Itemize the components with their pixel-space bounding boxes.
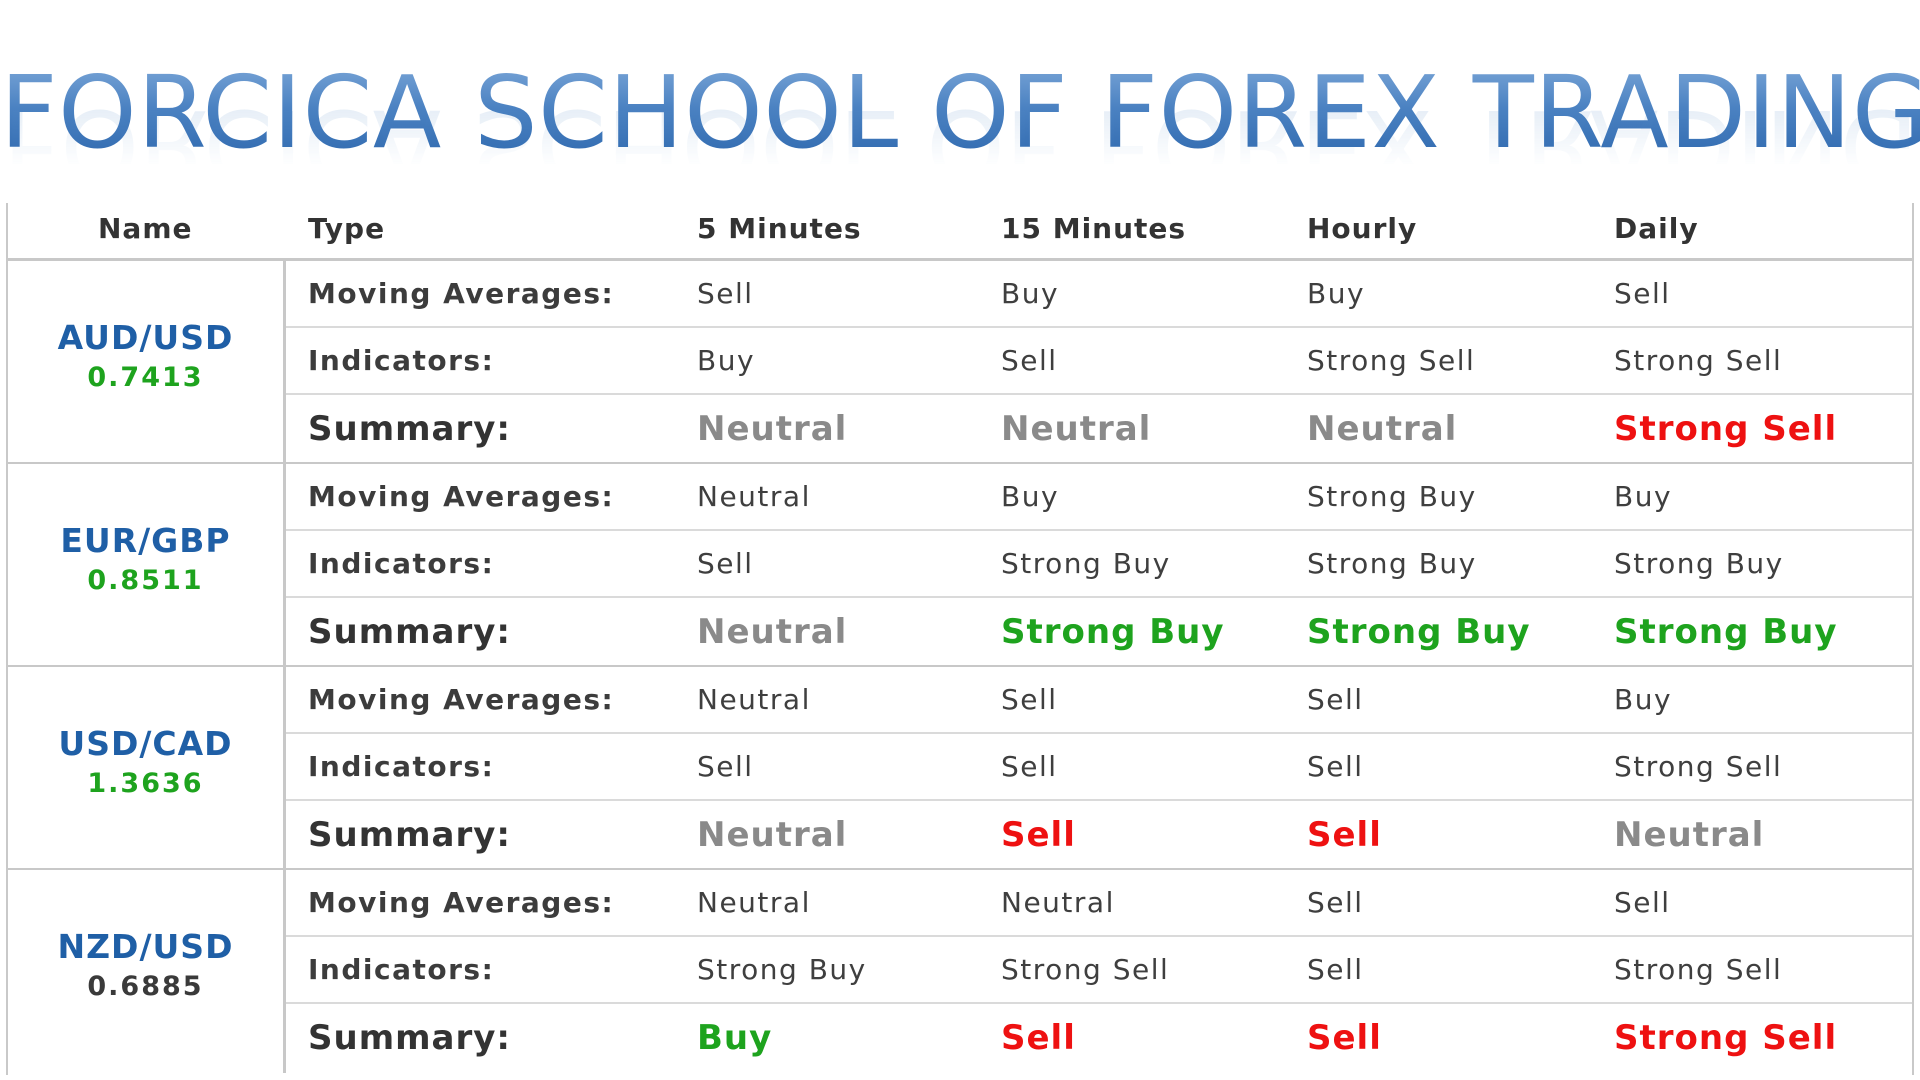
signal-m15: Buy (1001, 480, 1060, 513)
header-15-minutes: 15 Minutes (1001, 212, 1187, 245)
row-type-label: Moving Averages: (308, 480, 615, 513)
row-type-label: Indicators: (308, 750, 495, 783)
header-type: Type (308, 212, 386, 245)
signal-m15: Neutral (1001, 408, 1152, 449)
signal-m5: Neutral (697, 408, 848, 449)
row-type-label: Moving Averages: (308, 683, 615, 716)
signal-m5: Buy (697, 344, 756, 377)
signal-daily: Buy (1614, 683, 1673, 716)
currency-pair: EUR/GBP (60, 521, 231, 560)
indicators-row: Indicators: Sell Strong Buy Strong Buy Stron… (286, 531, 1912, 598)
signal-m15: Strong Sell (1001, 953, 1170, 986)
signal-daily: Strong Buy (1614, 611, 1838, 652)
pair-price: 0.6885 (87, 971, 204, 1002)
currency-pair: USD/CAD (58, 724, 233, 763)
pair-group: EUR/GBP 0.8511 Moving Averages: Neutral Buy S… (8, 464, 1912, 667)
signal-hourly: Sell (1307, 750, 1364, 783)
currency-pair: NZD/USD (57, 927, 234, 966)
signal-m15: Neutral (1001, 886, 1115, 919)
header-daily: Daily (1614, 212, 1699, 245)
signal-m15: Strong Buy (1001, 547, 1171, 580)
row-type-label: Summary: (308, 408, 512, 449)
signal-m15: Sell (1001, 683, 1058, 716)
signal-daily: Sell (1614, 277, 1671, 310)
signal-daily: Strong Sell (1614, 1017, 1838, 1058)
signal-hourly: Strong Buy (1307, 547, 1477, 580)
signal-hourly: Sell (1307, 1017, 1382, 1058)
row-type-label: Summary: (308, 1017, 512, 1058)
signal-hourly: Sell (1307, 683, 1364, 716)
table-header: Name Type 5 Minutes 15 Minutes Hourly Da… (8, 203, 1912, 261)
row-type-label: Summary: (308, 611, 512, 652)
page-title: FORCICA SCHOOL OF FOREX TRADING (0, 54, 1920, 171)
title-banner: FORCICA SCHOOL OF FOREX TRADING (0, 58, 1920, 188)
signal-m5: Neutral (697, 886, 811, 919)
summary-row: Summary: Neutral Neutral Neutral Strong Sell (286, 395, 1912, 462)
row-type-label: Indicators: (308, 547, 495, 580)
signal-hourly: Sell (1307, 814, 1382, 855)
header-hourly: Hourly (1307, 212, 1418, 245)
pair-group: USD/CAD 1.3636 Moving Averages: Neutral Sell… (8, 667, 1912, 870)
row-type-label: Moving Averages: (308, 277, 615, 310)
moving-averages-row: Moving Averages: Neutral Neutral Sell Sell (286, 870, 1912, 937)
signal-hourly: Strong Sell (1307, 344, 1476, 377)
moving-averages-row: Moving Averages: Neutral Sell Sell Buy (286, 667, 1912, 734)
signal-daily: Strong Sell (1614, 750, 1783, 783)
row-type-label: Indicators: (308, 953, 495, 986)
signal-m5: Neutral (697, 814, 848, 855)
signal-daily: Strong Buy (1614, 547, 1784, 580)
row-type-label: Summary: (308, 814, 512, 855)
header-name: Name (98, 212, 193, 245)
pair-price: 0.8511 (87, 565, 204, 596)
signal-hourly: Sell (1307, 953, 1364, 986)
signal-hourly: Buy (1307, 277, 1366, 310)
signal-m15: Buy (1001, 277, 1060, 310)
summary-row: Summary: Neutral Strong Buy Strong Buy Stron… (286, 598, 1912, 665)
summary-row: Summary: Buy Sell Sell Strong Sell (286, 1004, 1912, 1071)
pair-group: AUD/USD 0.7413 Moving Averages: Sell Buy Buy S… (8, 261, 1912, 464)
moving-averages-row: Moving Averages: Sell Buy Buy Sell (286, 261, 1912, 328)
signal-daily: Neutral (1614, 814, 1765, 855)
signal-m5: Neutral (697, 611, 848, 652)
signal-m5: Sell (697, 750, 754, 783)
technical-summary-table: Name Type 5 Minutes 15 Minutes Hourly Da… (6, 203, 1914, 1075)
pair-price: 1.3636 (87, 768, 204, 799)
pair-group: NZD/USD 0.6885 Moving Averages: Neutral Neut… (8, 870, 1912, 1073)
signal-m15: Sell (1001, 814, 1076, 855)
currency-pair: AUD/USD (57, 318, 234, 357)
signal-hourly: Neutral (1307, 408, 1458, 449)
pair-name-cell: NZD/USD 0.6885 (8, 870, 286, 1073)
row-type-label: Indicators: (308, 344, 495, 377)
signal-daily: Strong Sell (1614, 344, 1783, 377)
signal-daily: Strong Sell (1614, 953, 1783, 986)
signal-m5: Neutral (697, 683, 811, 716)
row-type-label: Moving Averages: (308, 886, 615, 919)
moving-averages-row: Moving Averages: Neutral Buy Strong Buy Buy (286, 464, 1912, 531)
indicators-row: Indicators: Strong Buy Strong Sell Sell Stro… (286, 937, 1912, 1004)
signal-hourly: Strong Buy (1307, 611, 1531, 652)
indicators-row: Indicators: Buy Sell Strong Sell Strong Sell (286, 328, 1912, 395)
header-5-minutes: 5 Minutes (697, 212, 862, 245)
signal-m5: Sell (697, 277, 754, 310)
pair-name-cell: AUD/USD 0.7413 (8, 261, 286, 462)
pair-name-cell: USD/CAD 1.3636 (8, 667, 286, 868)
signal-daily: Strong Sell (1614, 408, 1838, 449)
indicators-row: Indicators: Sell Sell Sell Strong Sell (286, 734, 1912, 801)
signal-m5: Strong Buy (697, 953, 867, 986)
signal-daily: Buy (1614, 480, 1673, 513)
signal-m5: Neutral (697, 480, 811, 513)
signal-m15: Strong Buy (1001, 611, 1225, 652)
signal-daily: Sell (1614, 886, 1671, 919)
signal-m5: Sell (697, 547, 754, 580)
summary-row: Summary: Neutral Sell Sell Neutral (286, 801, 1912, 868)
signal-m5: Buy (697, 1017, 773, 1058)
signal-hourly: Sell (1307, 886, 1364, 919)
signal-hourly: Strong Buy (1307, 480, 1477, 513)
pair-name-cell: EUR/GBP 0.8511 (8, 464, 286, 665)
signal-m15: Sell (1001, 1017, 1076, 1058)
signal-m15: Sell (1001, 344, 1058, 377)
signal-m15: Sell (1001, 750, 1058, 783)
pair-price: 0.7413 (87, 362, 204, 393)
